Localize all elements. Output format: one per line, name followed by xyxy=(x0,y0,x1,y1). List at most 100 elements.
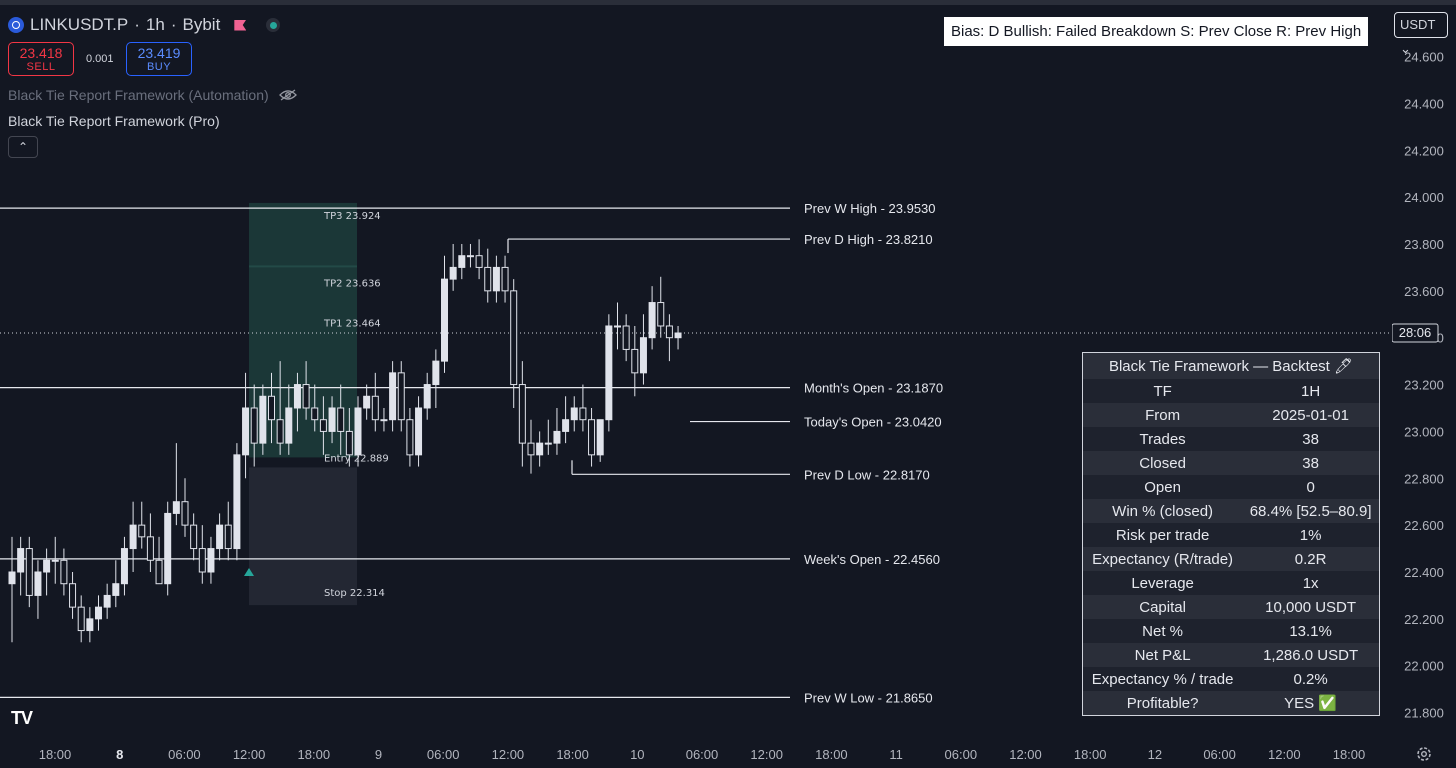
candle xyxy=(648,286,656,350)
candle xyxy=(562,396,570,444)
candle-body xyxy=(233,454,241,550)
indicator-automation[interactable]: Black Tie Report Framework (Automation) xyxy=(8,87,297,103)
eye-hidden-icon[interactable] xyxy=(278,89,297,101)
candle xyxy=(596,419,604,462)
backtest-row: Risk per trade 1% xyxy=(1082,523,1380,547)
backtest-row: Profitable? YES ✅ xyxy=(1082,691,1380,716)
entry-marker-icon xyxy=(244,568,254,576)
candle-body xyxy=(527,442,535,456)
backtest-key: Capital xyxy=(1082,595,1243,619)
buy-label: BUY xyxy=(146,61,172,73)
trade-level-tp2-label: TP2 23.636 xyxy=(323,278,381,289)
candle xyxy=(337,384,345,455)
candle xyxy=(527,419,535,474)
gear-icon[interactable] xyxy=(1414,744,1434,764)
backtest-row: Win % (closed) 68.4% [52.5–80.9] xyxy=(1082,499,1380,523)
sell-button[interactable]: 23.418 SELL xyxy=(8,42,74,76)
candle xyxy=(518,361,526,467)
price-tick-label: 23.200 xyxy=(1404,378,1444,393)
candle xyxy=(190,513,198,561)
backtest-key: Trades xyxy=(1082,427,1243,451)
price-tick-label: 22.600 xyxy=(1404,518,1444,533)
candle-body xyxy=(34,571,42,596)
candle-body xyxy=(345,430,353,456)
countdown-badge xyxy=(1392,323,1439,343)
backtest-key: TF xyxy=(1082,379,1243,403)
price-tick-label: 24.600 xyxy=(1404,50,1444,65)
exchange-label: Bybit xyxy=(182,15,221,34)
candle xyxy=(155,536,163,585)
candle-body xyxy=(77,606,85,632)
candle xyxy=(570,396,578,432)
flag-icon[interactable] xyxy=(234,19,247,31)
candle-body xyxy=(518,384,526,444)
candle xyxy=(475,239,483,280)
time-tick-label: 06:00 xyxy=(1203,747,1236,762)
candle-body xyxy=(155,559,163,585)
backtest-value: 38 xyxy=(1242,427,1380,451)
candle xyxy=(536,431,544,467)
indicator-automation-label: Black Tie Report Framework (Automation) xyxy=(8,87,269,103)
top-border xyxy=(0,0,1456,5)
price-tick-label: 22.200 xyxy=(1404,612,1444,627)
level-label: Month's Open - 23.1870 xyxy=(804,381,943,396)
candle xyxy=(216,513,224,561)
candle xyxy=(17,536,25,596)
indicator-pro[interactable]: Black Tie Report Framework (Pro) xyxy=(8,113,220,129)
candle-body xyxy=(657,302,665,327)
time-tick-label: 12 xyxy=(1148,747,1162,762)
level-label: Prev W High - 23.9530 xyxy=(804,201,936,216)
price-tick-label: 24.400 xyxy=(1404,96,1444,111)
candle xyxy=(69,571,77,619)
candle-body xyxy=(337,407,345,432)
interval-label[interactable]: 1h xyxy=(145,15,165,34)
price-tick-label: 23.800 xyxy=(1404,237,1444,252)
price-axis[interactable]: 24.60024.40024.20024.00023.80023.60023.4… xyxy=(1392,5,1456,736)
candle-body xyxy=(17,548,25,573)
candle-body xyxy=(8,571,16,585)
candle-body xyxy=(276,419,284,444)
candle-body xyxy=(302,384,310,409)
market-status-icon[interactable] xyxy=(266,18,281,32)
separator: · xyxy=(134,15,140,34)
tradingview-logo[interactable]: TV xyxy=(11,708,33,728)
candle-body xyxy=(449,266,457,280)
backtest-value: 1,286.0 USDT xyxy=(1242,643,1380,667)
candle xyxy=(432,349,440,408)
backtest-key: Profitable? xyxy=(1082,691,1243,716)
candle-body xyxy=(285,407,293,444)
candle-body xyxy=(95,606,102,620)
candle xyxy=(441,255,448,373)
backtest-row: Expectancy (R/trade) 0.2R xyxy=(1082,547,1380,571)
time-tick-label: 18:00 xyxy=(1074,747,1107,762)
candle-body xyxy=(164,512,172,585)
symbol-name[interactable]: LINKUSDT.P xyxy=(30,15,129,34)
collapse-indicators-button[interactable]: ⌃ xyxy=(8,136,38,158)
backtest-row: Closed 38 xyxy=(1082,451,1380,475)
candle xyxy=(285,384,293,455)
backtest-key: Net % xyxy=(1082,619,1243,643)
backtest-value: 1x xyxy=(1242,571,1380,595)
price-chart[interactable]: TP3 23.924 TP2 23.636 TP1 23.464 Entry 22.8… xyxy=(0,5,1392,736)
candle xyxy=(544,419,552,455)
candle xyxy=(579,384,587,432)
candle-body xyxy=(579,407,587,421)
candle xyxy=(588,407,596,467)
buy-button[interactable]: 23.419 BUY xyxy=(126,42,192,76)
time-tick-label: 06:00 xyxy=(168,747,201,762)
candle xyxy=(657,276,665,338)
symbol-header[interactable]: LINKUSDT.P · 1h · Bybit xyxy=(8,14,281,36)
backtest-value: 38 xyxy=(1242,451,1380,475)
backtest-row: Expectancy % / trade 0.2% xyxy=(1082,667,1380,691)
trade-level-tp3-label: TP3 23.924 xyxy=(323,211,381,222)
candle xyxy=(406,407,414,467)
candle-body xyxy=(406,419,414,456)
candle-body xyxy=(319,419,327,432)
candle-body xyxy=(492,266,500,292)
candle xyxy=(501,255,509,303)
currency-selector[interactable]: USDT ⌄ xyxy=(1394,12,1448,56)
bias-label: Bias: D Bullish: Failed Breakdown S: Pre… xyxy=(944,17,1369,46)
backtest-row: Leverage 1x xyxy=(1082,571,1380,595)
time-axis[interactable]: 18:00 8 06:00 12:00 18:00 9 06:00 12:00 18:00 10 0… xyxy=(0,736,1392,768)
candle xyxy=(311,384,319,432)
